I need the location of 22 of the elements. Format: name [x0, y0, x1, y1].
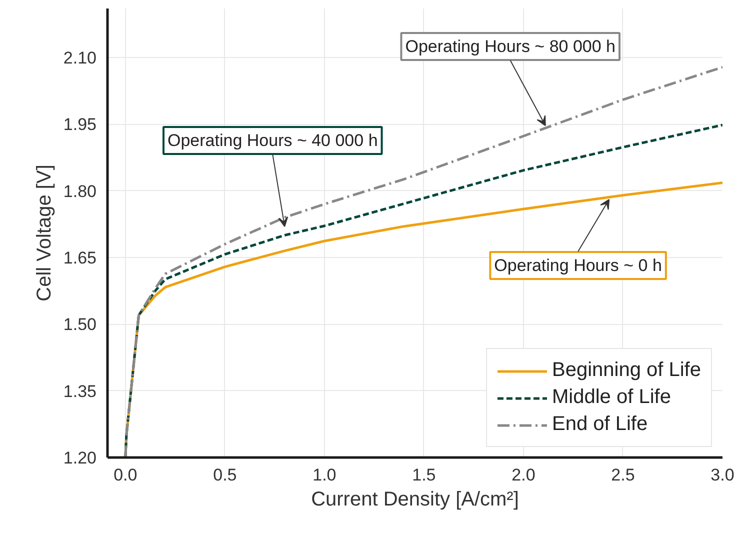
legend-label: Beginning of Life [552, 359, 701, 382]
legend-label: End of Life [552, 413, 648, 436]
x-tick-label: 2.5 [611, 466, 635, 484]
x-tick-label: 0.0 [114, 466, 138, 484]
y-tick-label: 1.80 [63, 182, 97, 201]
y-tick-label: 1.95 [63, 115, 97, 134]
y-axis-title: Cell Voltage [V] [33, 164, 56, 302]
x-axis-title: Current Density [A/cm²] [311, 488, 519, 510]
y-tick-label: 1.50 [63, 315, 97, 334]
annotation: Operating Hours ~ 0 h [494, 256, 662, 276]
x-tick-label: 2.0 [512, 466, 536, 484]
annotation: Operating Hours ~ 40 000 h [168, 130, 378, 150]
x-tick-label: 0.5 [213, 466, 237, 484]
y-tick-label: 2.10 [63, 48, 97, 68]
x-tick-label: 1.0 [312, 466, 336, 484]
y-tick-label: 1.65 [63, 248, 97, 268]
y-tick-label: 1.20 [63, 448, 97, 468]
y-tick-label: 1.35 [63, 382, 97, 401]
x-tick-label: 3.0 [710, 466, 734, 484]
legend-label: Middle of Life [552, 386, 671, 409]
x-tick-label: 1.5 [412, 466, 436, 484]
annotation: Operating Hours ~ 80 000 h [405, 37, 616, 56]
